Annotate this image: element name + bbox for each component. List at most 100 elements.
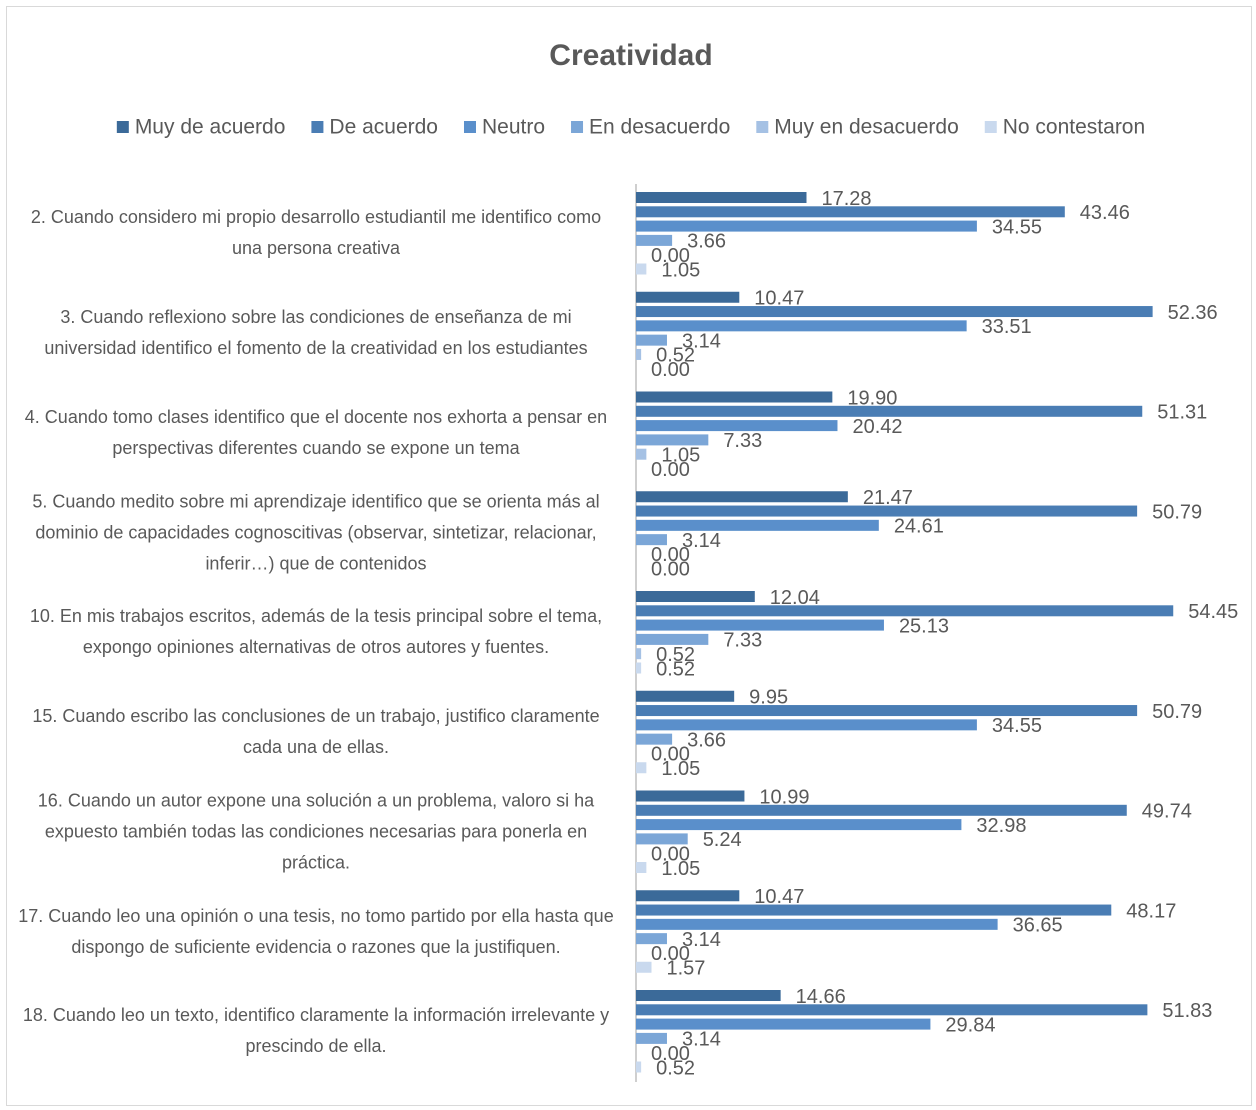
data-label: 1.05 bbox=[661, 858, 700, 880]
data-label: 3.14 bbox=[682, 1029, 721, 1051]
data-label: 25.13 bbox=[899, 615, 949, 637]
data-label: 3.66 bbox=[687, 231, 726, 253]
legend-swatch bbox=[463, 121, 476, 133]
bar bbox=[636, 391, 833, 403]
bar bbox=[636, 933, 667, 945]
bar bbox=[636, 1018, 931, 1030]
bar bbox=[636, 762, 647, 774]
bar bbox=[636, 833, 688, 845]
legend-label: Muy de acuerdo bbox=[135, 116, 286, 139]
legend-swatch bbox=[116, 121, 129, 133]
bar bbox=[636, 605, 1174, 617]
data-label: 12.04 bbox=[770, 587, 820, 609]
data-label: 0.00 bbox=[651, 943, 690, 965]
bar bbox=[636, 434, 709, 446]
bar bbox=[636, 591, 755, 602]
y-tick-label: 10. En mis trabajos escritos, además de … bbox=[29, 606, 603, 658]
data-label: 1.05 bbox=[661, 758, 700, 780]
bar bbox=[636, 918, 998, 930]
y-tick-label: 5. Cuando medito sobre mi aprendizaje id… bbox=[32, 491, 600, 573]
y-tick-label: 15. Cuando escribo las conclusiones de u… bbox=[32, 706, 600, 757]
data-label: 34.55 bbox=[992, 715, 1042, 737]
data-label: 33.51 bbox=[982, 316, 1032, 338]
y-tick-label: 2. Cuando considero mi propio desarrollo… bbox=[30, 207, 602, 259]
bar bbox=[636, 348, 642, 360]
bar bbox=[636, 306, 1153, 318]
data-label: 0.00 bbox=[651, 744, 690, 766]
y-tick-label: 4. Cuando tomo clases identifico que el … bbox=[24, 406, 608, 458]
data-label: 0.52 bbox=[656, 658, 695, 680]
data-label: 54.45 bbox=[1188, 601, 1238, 623]
bar bbox=[636, 819, 962, 831]
bar bbox=[636, 291, 740, 303]
bar bbox=[636, 220, 977, 232]
legend-swatch bbox=[984, 121, 997, 133]
y-tick-label: 3. Cuando reflexiono sobre las condicion… bbox=[44, 307, 588, 358]
legend-label: Muy en desacuerdo bbox=[774, 116, 958, 139]
bar bbox=[636, 648, 642, 660]
bar bbox=[636, 234, 673, 246]
legend-label: De acuerdo bbox=[329, 116, 438, 139]
data-label: 7.33 bbox=[723, 430, 762, 452]
data-label: 34.55 bbox=[992, 216, 1042, 238]
bar bbox=[636, 790, 745, 802]
data-label: 24.61 bbox=[894, 516, 944, 538]
data-label: 3.14 bbox=[682, 929, 721, 951]
chart-title: Creatividad bbox=[549, 39, 712, 72]
bar bbox=[636, 192, 807, 203]
y-tick-label: 16. Cuando un autor expone una solución … bbox=[37, 790, 595, 873]
bar bbox=[636, 690, 735, 702]
data-label: 1.05 bbox=[661, 444, 700, 466]
data-label: 0.52 bbox=[656, 345, 695, 367]
data-label: 3.14 bbox=[682, 530, 721, 552]
data-label: 7.33 bbox=[723, 630, 762, 652]
bar bbox=[636, 448, 647, 460]
bar bbox=[636, 505, 1138, 517]
data-label: 29.84 bbox=[945, 1014, 995, 1036]
bar bbox=[636, 862, 647, 873]
y-tick-label: 17. Cuando leo una opinión o una tesis, … bbox=[18, 905, 614, 957]
legend-label: No contestaron bbox=[1003, 116, 1145, 139]
data-label: 10.47 bbox=[754, 886, 804, 908]
bar bbox=[636, 719, 977, 731]
bar bbox=[636, 1004, 1148, 1016]
bar bbox=[636, 804, 1127, 816]
bar bbox=[636, 990, 781, 1001]
bar bbox=[636, 334, 667, 346]
bar bbox=[636, 519, 879, 531]
legend-swatch bbox=[571, 121, 584, 133]
bar bbox=[636, 733, 673, 745]
data-label: 10.47 bbox=[754, 288, 804, 310]
bar bbox=[636, 1061, 642, 1073]
data-label: 0.00 bbox=[651, 1043, 690, 1065]
data-label: 36.65 bbox=[1013, 915, 1063, 937]
data-label: 49.74 bbox=[1142, 801, 1192, 823]
data-label: 0.52 bbox=[656, 644, 695, 666]
data-label: 20.42 bbox=[852, 416, 902, 438]
data-label: 43.46 bbox=[1080, 202, 1130, 224]
data-label: 52.36 bbox=[1168, 302, 1218, 324]
data-label: 0.00 bbox=[651, 459, 690, 481]
bar bbox=[636, 491, 848, 503]
legend-label: En desacuerdo bbox=[589, 116, 730, 139]
data-label: 0.00 bbox=[651, 359, 690, 381]
data-label: 0.00 bbox=[651, 559, 690, 581]
legend-label: Neutro bbox=[482, 116, 545, 139]
data-label: 21.47 bbox=[863, 487, 913, 509]
data-label: 50.79 bbox=[1152, 501, 1202, 523]
legend-swatch bbox=[311, 121, 324, 133]
chart-border bbox=[6, 6, 1252, 1106]
data-label: 48.17 bbox=[1126, 900, 1176, 922]
data-label: 3.14 bbox=[682, 330, 721, 352]
y-tick-label: 18. Cuando leo un texto, identifico clar… bbox=[22, 1005, 610, 1057]
bar bbox=[636, 420, 838, 432]
data-label: 5.24 bbox=[703, 829, 742, 851]
data-label: 0.00 bbox=[651, 245, 690, 267]
bar bbox=[636, 705, 1138, 717]
data-label: 0.00 bbox=[651, 843, 690, 865]
bar bbox=[636, 904, 1112, 916]
data-label: 9.95 bbox=[749, 687, 788, 709]
bar bbox=[636, 534, 667, 546]
data-label: 1.57 bbox=[666, 958, 705, 980]
